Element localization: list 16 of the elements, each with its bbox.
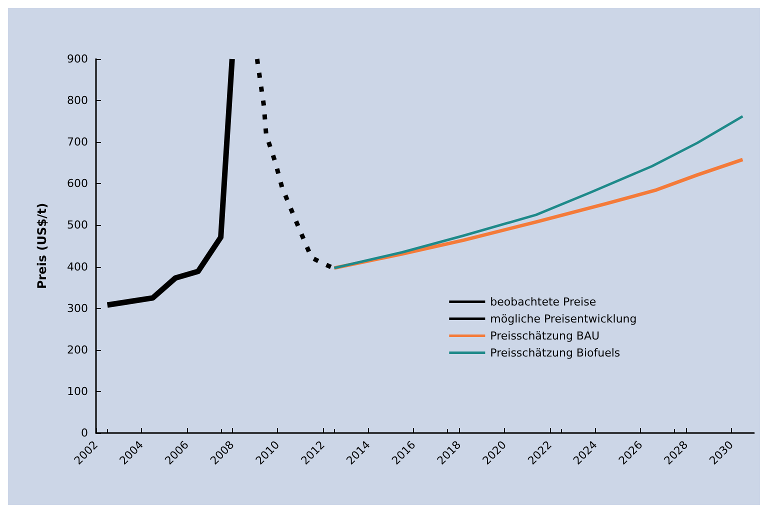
y-tick-label: 100 — [67, 384, 88, 398]
y-tick-label: 0 — [81, 426, 88, 440]
y-axis-title: Preis (US$/t) — [35, 202, 49, 290]
y-tick-label: 500 — [67, 218, 88, 232]
y-tick-label: 300 — [67, 302, 88, 315]
legend-label: mögliche Preisentwicklung — [490, 312, 637, 326]
y-tick-label: 700 — [67, 136, 88, 149]
y-tick-label: 900 — [67, 52, 88, 66]
legend-label: Preisschätzung Biofuels — [490, 346, 620, 360]
legend-label: Preisschätzung BAU — [490, 329, 600, 342]
y-tick-label: 400 — [67, 260, 88, 274]
line-series — [332, 115, 744, 270]
legend-label: beobachtete Preise — [490, 295, 596, 308]
y-tick-label: 200 — [67, 343, 88, 356]
y-tick-label: 800 — [67, 94, 88, 108]
y-tick-label: 600 — [67, 177, 88, 190]
